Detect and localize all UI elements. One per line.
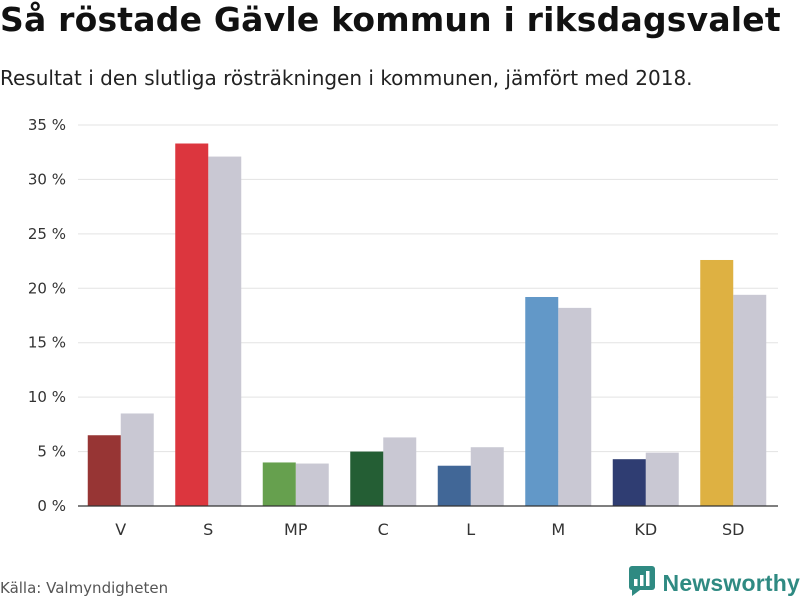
x-tick-label: C [378,520,389,539]
bar-previous [558,307,592,506]
source-note: Källa: Valmyndigheten [0,579,169,597]
bar-chart: 0 % 5 % 10 % 15 % 20 % 25 % 30 % 35 % V S MP C L M KD S… [28,116,778,539]
bar-previous [470,447,504,506]
bar-current [175,143,209,506]
x-tick-label: KD [634,520,657,539]
y-tick-label: 15 % [28,334,66,352]
bar-previous [120,413,154,506]
x-tick-label: S [203,520,213,539]
x-tick-label: M [551,520,565,539]
y-tick-label: 30 % [28,170,66,188]
bar-previous [383,437,417,506]
chart-subtitle: Resultat i den slutliga rösträkningen i … [0,66,693,90]
y-tick-label: 20 % [28,279,66,297]
newsworthy-logo-icon [628,566,655,600]
bar-current [350,451,384,506]
bar-previous [208,156,242,506]
x-tick-label: SD [722,520,744,539]
bar-current [612,459,646,506]
x-tick-label: V [115,520,126,539]
x-tick-label: L [466,520,475,539]
y-tick-label: 0 % [37,497,66,515]
y-tick-label: 25 % [28,225,66,243]
y-tick-label: 5 % [37,443,66,461]
x-tick-label: MP [284,520,308,539]
brand-logo: Newsworthy [628,566,800,600]
bar-current [87,435,121,506]
bar-current [700,259,734,506]
y-tick-label: 10 % [28,388,66,406]
bar-current [525,296,559,506]
bar-current [262,462,296,506]
chart-title: Så röstade Gävle kommun i riksdagsvalet [0,0,781,39]
bar-current [437,465,471,506]
bar-previous [733,294,767,506]
brand-name: Newsworthy [662,569,800,596]
bar-previous [645,452,679,506]
bar-previous [295,463,329,506]
y-tick-label: 35 % [28,116,66,134]
